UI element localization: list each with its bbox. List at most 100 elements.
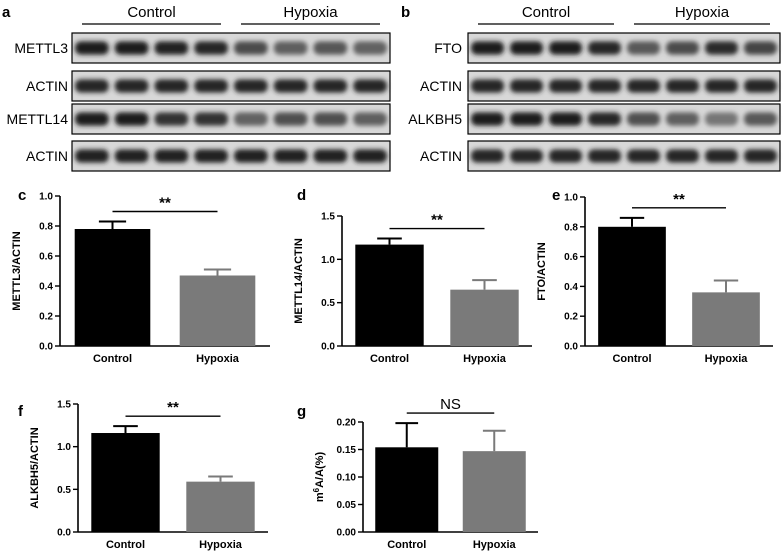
blot-band — [313, 79, 348, 93]
y-tick-label: 0.0 — [321, 342, 335, 353]
y-tick-label: 1.0 — [39, 192, 53, 203]
blot-band — [627, 112, 660, 126]
blot-label: ACTIN — [420, 78, 462, 94]
blot-band — [194, 41, 228, 55]
category-label: Hypoxia — [705, 353, 749, 365]
y-tick-label: 0.10 — [337, 473, 357, 484]
blot-band — [273, 149, 308, 163]
y-tick-label: 0.2 — [39, 312, 53, 323]
category-label: Hypoxia — [199, 539, 243, 551]
blot-label: ACTIN — [26, 148, 68, 164]
bar — [179, 275, 256, 346]
panel-letter: b — [401, 4, 410, 21]
y-tick-label: 0.4 — [39, 282, 53, 293]
bar-chart-g: g 0.00 0.05 0.10 0.15 0.20 m6A/A(%) Control Hypo… — [297, 396, 538, 551]
blot-band — [627, 149, 660, 163]
panel-letter: a — [2, 4, 11, 21]
bar — [692, 292, 760, 346]
blot-band — [234, 149, 268, 163]
blot-band — [588, 149, 621, 163]
blot-band — [154, 149, 189, 163]
blot-row: ALKBH5 — [408, 103, 781, 135]
y-tick-label: 0.4 — [564, 282, 578, 293]
blot-row: ACTIN — [26, 140, 391, 172]
blot-band — [666, 41, 699, 55]
blot-band — [588, 41, 621, 55]
blot-label: METTL3 — [14, 40, 68, 56]
group-label: Control — [127, 4, 175, 21]
blot-band — [75, 79, 109, 93]
y-tick-label: 0.2 — [564, 312, 578, 323]
blot-band — [353, 79, 387, 93]
blot-band — [194, 112, 228, 126]
blot-band — [154, 112, 189, 126]
blot-band — [234, 112, 268, 126]
blot-band — [114, 112, 149, 126]
blot-band — [471, 112, 504, 126]
blot-band — [313, 149, 348, 163]
y-axis-label: FTO/ACTIN — [536, 242, 548, 301]
blot-band — [114, 41, 149, 55]
y-tick-label: 0.0 — [57, 528, 71, 539]
category-label: Hypoxia — [196, 353, 240, 365]
y-axis-label: METTL3/ACTIN — [11, 231, 23, 310]
group-label: Hypoxia — [283, 4, 338, 21]
blot-band — [353, 112, 387, 126]
y-axis-label: METTL14/ACTIN — [293, 238, 305, 324]
blot-band — [744, 149, 777, 163]
y-tick-label: 1.0 — [564, 193, 578, 204]
blot-band — [313, 41, 348, 55]
category-label: Hypoxia — [463, 353, 507, 365]
category-label: Hypoxia — [473, 539, 517, 551]
blot-band — [744, 79, 777, 93]
y-label-part: A/A(%) — [314, 452, 326, 488]
y-tick-label: 0.0 — [564, 342, 578, 353]
blot-band — [705, 112, 738, 126]
blot-band — [627, 79, 660, 93]
blot-band — [353, 149, 387, 163]
bar-chart-e: e 0.0 0.2 0.4 0.6 0.8 1.0 FTO/ACTIN Control Hypox… — [536, 187, 773, 365]
blot-band — [194, 149, 228, 163]
significance-label: ** — [431, 212, 443, 229]
blot-row: ACTIN — [26, 70, 391, 102]
blot-band — [705, 41, 738, 55]
y-tick-label: 1.0 — [57, 442, 71, 453]
blot-band — [114, 149, 149, 163]
blot-band — [627, 41, 660, 55]
blot-label: FTO — [434, 40, 462, 56]
y-tick-label: 0.15 — [337, 445, 357, 456]
blot-band — [273, 41, 308, 55]
significance-label: NS — [440, 396, 461, 413]
blot-band — [471, 79, 504, 93]
blot-panel-a: a Control Hypoxia METTL3 ACTIN METTL14 ACTIN — [2, 4, 391, 172]
blot-row: METTL14 — [7, 103, 391, 135]
group-label: Control — [522, 4, 570, 21]
blot-band — [154, 79, 189, 93]
bar — [375, 447, 439, 532]
blot-band — [666, 79, 699, 93]
y-axis-label: m6A/A(%) — [312, 452, 326, 503]
blot-panel-b: b Control Hypoxia FTO ACTIN ALKBH5 ACTIN — [401, 4, 781, 172]
blot-label: ALKBH5 — [408, 111, 462, 127]
blot-label: ACTIN — [26, 78, 68, 94]
y-tick-label: 0.6 — [39, 252, 53, 263]
blot-band — [510, 149, 543, 163]
y-tick-label: 1.5 — [321, 212, 335, 223]
blot-label: ACTIN — [420, 148, 462, 164]
bar — [74, 229, 151, 346]
y-tick-label: 0.00 — [337, 528, 357, 539]
bar-chart-d: d 0.0 0.5 1.0 1.5 METTL14/ACTIN Control Hypoxia… — [293, 187, 532, 365]
blot-row: METTL3 — [14, 32, 391, 64]
y-tick-label: 0.0 — [39, 342, 53, 353]
blot-band — [588, 112, 621, 126]
blot-label: METTL14 — [7, 111, 69, 127]
y-tick-label: 0.6 — [564, 252, 578, 263]
blot-band — [549, 149, 582, 163]
blot-band — [510, 79, 543, 93]
blot-row: ACTIN — [420, 140, 781, 172]
panel-letter: d — [297, 187, 306, 204]
bar-chart-f: f 0.0 0.5 1.0 1.5 ALKBH5/ACTIN Control Hypoxia *… — [18, 399, 268, 551]
blot-band — [510, 41, 543, 55]
bar — [450, 289, 519, 346]
